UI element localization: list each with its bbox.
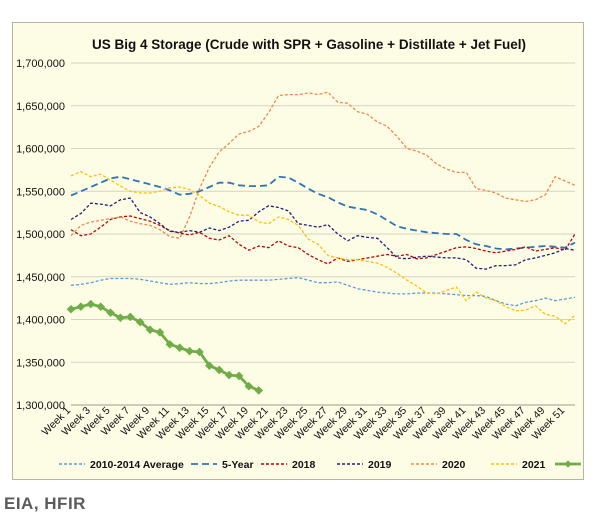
gridlines <box>71 62 575 406</box>
data-point <box>125 312 135 322</box>
data-point <box>254 386 264 395</box>
legend: 2010-2014 Average5-Year20182019202020212… <box>59 459 581 471</box>
source-label: EIA, HFIR <box>4 494 86 513</box>
data-point <box>76 302 86 311</box>
series-line-2018 <box>70 215 576 265</box>
legend-label: 2010-2014 Average <box>90 459 184 471</box>
data-point <box>214 365 224 375</box>
data-point <box>195 347 204 357</box>
y-tick-label: 1,300,000 <box>16 400 65 412</box>
data-point <box>175 343 185 353</box>
y-tick-label: 1,400,000 <box>16 315 65 327</box>
legend-label: 2018 <box>292 459 316 471</box>
data-point <box>155 328 165 337</box>
chart-container: US Big 4 Storage (Crude with SPR + Gasol… <box>12 22 584 480</box>
y-tick-label: 1,500,000 <box>16 229 65 241</box>
data-point <box>135 317 145 327</box>
data-point <box>244 381 254 391</box>
y-tick-label: 1,550,000 <box>16 186 65 198</box>
legend-label: 2021 <box>522 459 546 471</box>
y-axis: 1,300,000 1,350,000 1,400,000 1,450,000 1,50… <box>16 58 65 412</box>
data-point <box>145 325 155 335</box>
data-point <box>116 313 125 323</box>
y-tick-label: 1,350,000 <box>16 357 65 369</box>
series-line-2010-2014-average <box>70 276 576 307</box>
series-line-5-year <box>70 175 576 251</box>
data-point <box>66 304 76 314</box>
data-point <box>185 346 194 356</box>
y-tick-label: 1,650,000 <box>16 101 65 113</box>
legend-label: 2019 <box>368 459 392 471</box>
series-line-2021 <box>70 170 576 325</box>
chart-title: US Big 4 Storage (Crude with SPR + Gasol… <box>92 37 526 52</box>
data-point <box>165 339 175 349</box>
legend-marker <box>564 460 572 468</box>
y-tick-label: 1,450,000 <box>16 272 65 284</box>
series-lines <box>66 91 576 395</box>
data-point <box>205 361 214 370</box>
legend-label: 2020 <box>442 459 466 471</box>
y-tick-label: 1,700,000 <box>16 58 65 70</box>
series-line-2019 <box>70 197 576 270</box>
y-tick-label: 1,600,000 <box>16 144 65 156</box>
series-line-2020 <box>70 91 576 240</box>
data-point <box>106 308 115 317</box>
line-chart: US Big 4 Storage (Crude with SPR + Gasol… <box>16 37 581 471</box>
data-point <box>224 370 234 380</box>
data-point <box>86 299 96 309</box>
data-point <box>234 371 244 381</box>
data-point <box>96 302 105 311</box>
legend-label: 5-Year <box>222 459 254 471</box>
